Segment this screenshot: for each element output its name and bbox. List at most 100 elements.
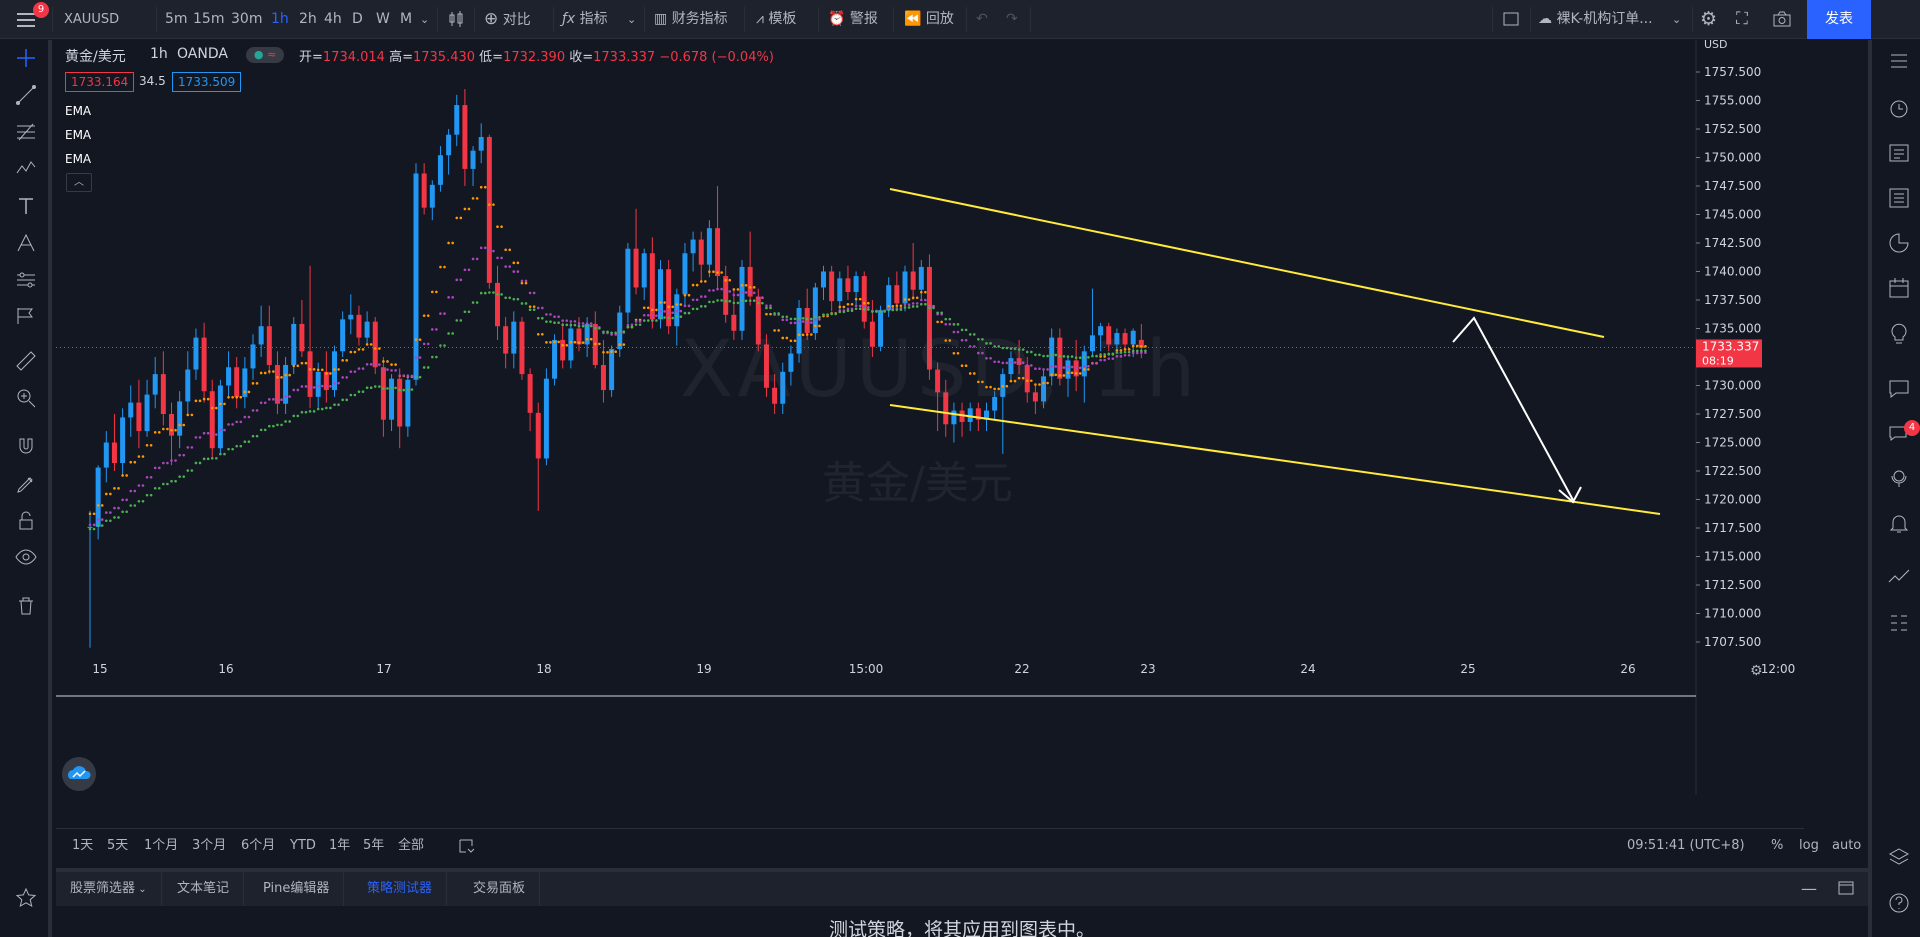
range-0[interactable]: 1天 [72, 838, 94, 853]
main-menu-button[interactable]: 9 [0, 0, 52, 39]
alarm-clock-icon[interactable] [1886, 95, 1912, 121]
interval-5m[interactable]: 5m [165, 11, 188, 27]
layers-icon[interactable] [1886, 845, 1912, 871]
alerts-button[interactable]: ⏰ 警报 [828, 0, 878, 39]
pattern-icon[interactable] [14, 157, 38, 181]
market-status-badge[interactable]: ● ≈ [246, 47, 284, 63]
gear-icon[interactable]: ⚙ [1700, 8, 1718, 30]
notifications-icon[interactable] [1886, 510, 1912, 536]
ruler-icon[interactable] [14, 349, 38, 373]
ema-point [1001, 361, 1005, 365]
range-8[interactable]: 全部 [398, 838, 425, 853]
fib-retracement-icon[interactable] [14, 120, 38, 144]
interval-d[interactable]: D [352, 11, 363, 27]
interval-dropdown-icon[interactable]: ⌄ [420, 13, 430, 26]
ema-point [581, 341, 585, 344]
clock-timezone[interactable]: 09:51:41 (UTC+8) [1627, 838, 1745, 853]
interval-w[interactable]: W [376, 11, 390, 27]
ask-price-box[interactable]: 1733.509 [172, 72, 242, 92]
range-7[interactable]: 5年 [363, 838, 385, 853]
trend-line-icon[interactable] [14, 83, 38, 107]
eye-icon[interactable] [14, 545, 38, 569]
range-4[interactable]: 6个月 [241, 838, 276, 853]
ema-point [911, 302, 915, 305]
ema-legend-2[interactable]: EMA [65, 128, 92, 142]
range-1[interactable]: 5天 [107, 838, 129, 853]
legend-title[interactable]: 黄金/美元 [65, 49, 126, 65]
chart-pane[interactable]: 1757.500 1755.000 1752.500 1750.000 1747.500… [56, 40, 1800, 795]
range-6[interactable]: 1年 [329, 838, 351, 853]
candle-body [633, 248, 639, 288]
chart-type-button[interactable] [448, 0, 466, 39]
help-icon[interactable] [1886, 890, 1912, 916]
bid-price-box[interactable]: 1733.164 [65, 72, 135, 92]
log-scale-toggle[interactable]: log [1799, 838, 1819, 853]
indicators-button[interactable]: ƒx 指标 [562, 0, 608, 39]
object-tree-icon[interactable] [1886, 610, 1912, 636]
measure-settings-icon[interactable] [14, 268, 38, 292]
flag-icon[interactable] [14, 304, 38, 328]
watchlist-icon[interactable] [1886, 48, 1912, 74]
ema-point [1017, 361, 1021, 365]
chat-icon[interactable] [1886, 375, 1912, 401]
hotlist-icon[interactable] [1886, 230, 1912, 256]
ema-legend-1[interactable]: EMA [65, 104, 92, 118]
projection-icon[interactable] [14, 231, 38, 255]
interval-15m[interactable]: 15m [193, 11, 225, 27]
calendar-icon[interactable] [1886, 275, 1912, 301]
layout-dropdown-icon[interactable]: ⌄ [1672, 13, 1682, 26]
trading-icon[interactable] [1886, 565, 1912, 591]
bottom-tab-1[interactable]: 文本笔记 [163, 872, 245, 906]
templates-button[interactable]: ⩘ 模板 [756, 0, 796, 39]
minimize-panel-icon[interactable]: — [1801, 879, 1817, 898]
data-window-icon[interactable] [1886, 140, 1912, 166]
zoom-in-icon[interactable] [14, 386, 38, 410]
range-5[interactable]: YTD [290, 838, 316, 853]
bottom-tab-2[interactable]: Pine编辑器 [249, 872, 345, 906]
ema-point [679, 303, 683, 306]
screener-dropdown-icon[interactable]: ⌄ [135, 884, 147, 895]
interval-4h[interactable]: 4h [324, 11, 342, 27]
symbol-search[interactable]: XAUUSD [64, 12, 120, 27]
maximize-panel-icon[interactable] [1838, 869, 1854, 908]
range-3[interactable]: 3个月 [192, 838, 227, 853]
news-icon[interactable] [1886, 185, 1912, 211]
interval-30m[interactable]: 30m [231, 11, 263, 27]
goto-date-icon[interactable] [457, 829, 475, 862]
layout-select-button[interactable] [1502, 0, 1520, 39]
compare-button[interactable]: ⊕ 对比 [484, 0, 531, 39]
tradingview-logo[interactable] [62, 757, 96, 791]
interval-1h[interactable]: 1h [271, 11, 289, 27]
star-icon[interactable] [14, 886, 38, 910]
magnet-icon[interactable] [14, 435, 38, 459]
stay-in-drawing-icon[interactable] [14, 472, 38, 496]
crosshair-icon[interactable] [14, 46, 38, 70]
financials-button[interactable]: ▥ 财务指标 [654, 0, 728, 39]
indicators-dropdown-icon[interactable]: ⌄ [627, 13, 637, 26]
fullscreen-icon[interactable]: ⛶ [1736, 9, 1748, 29]
replay-button[interactable]: ⏪ 回放 [904, 0, 954, 39]
lock-icon[interactable] [14, 509, 38, 533]
trash-icon[interactable] [14, 594, 38, 618]
interval-m[interactable]: M [400, 11, 413, 27]
auto-scale-toggle[interactable]: auto [1832, 838, 1862, 853]
percent-scale-toggle[interactable]: % [1771, 838, 1784, 853]
bottom-tab-4[interactable]: 交易面板 [459, 872, 541, 906]
streams-icon[interactable] [1886, 465, 1912, 491]
range-2[interactable]: 1个月 [144, 838, 179, 853]
redo-icon[interactable]: ↷ [1006, 11, 1018, 27]
interval-2h[interactable]: 2h [299, 11, 317, 27]
save-layout-button[interactable]: ☁ 裸K-机构订单... [1538, 0, 1653, 39]
axis-settings-gear-icon[interactable]: ⚙ [1750, 663, 1763, 679]
text-tool-icon[interactable] [14, 194, 38, 218]
publish-button[interactable]: 发表 [1807, 0, 1871, 39]
ema-legend-3[interactable]: EMA [65, 152, 92, 166]
ideas-icon[interactable] [1886, 320, 1912, 346]
bottom-tab-3[interactable]: 策略测试器 [353, 872, 448, 906]
ema-point [215, 456, 218, 460]
collapse-legend-button[interactable]: ︿ [66, 173, 92, 192]
bottom-tab-0[interactable]: 股票筛选器 ⌄ [56, 872, 162, 906]
price-chart[interactable]: 1757.500 1755.000 1752.500 1750.000 1747.500… [56, 40, 1800, 795]
camera-icon[interactable] [1772, 0, 1792, 39]
undo-icon[interactable]: ↶ [976, 11, 988, 27]
